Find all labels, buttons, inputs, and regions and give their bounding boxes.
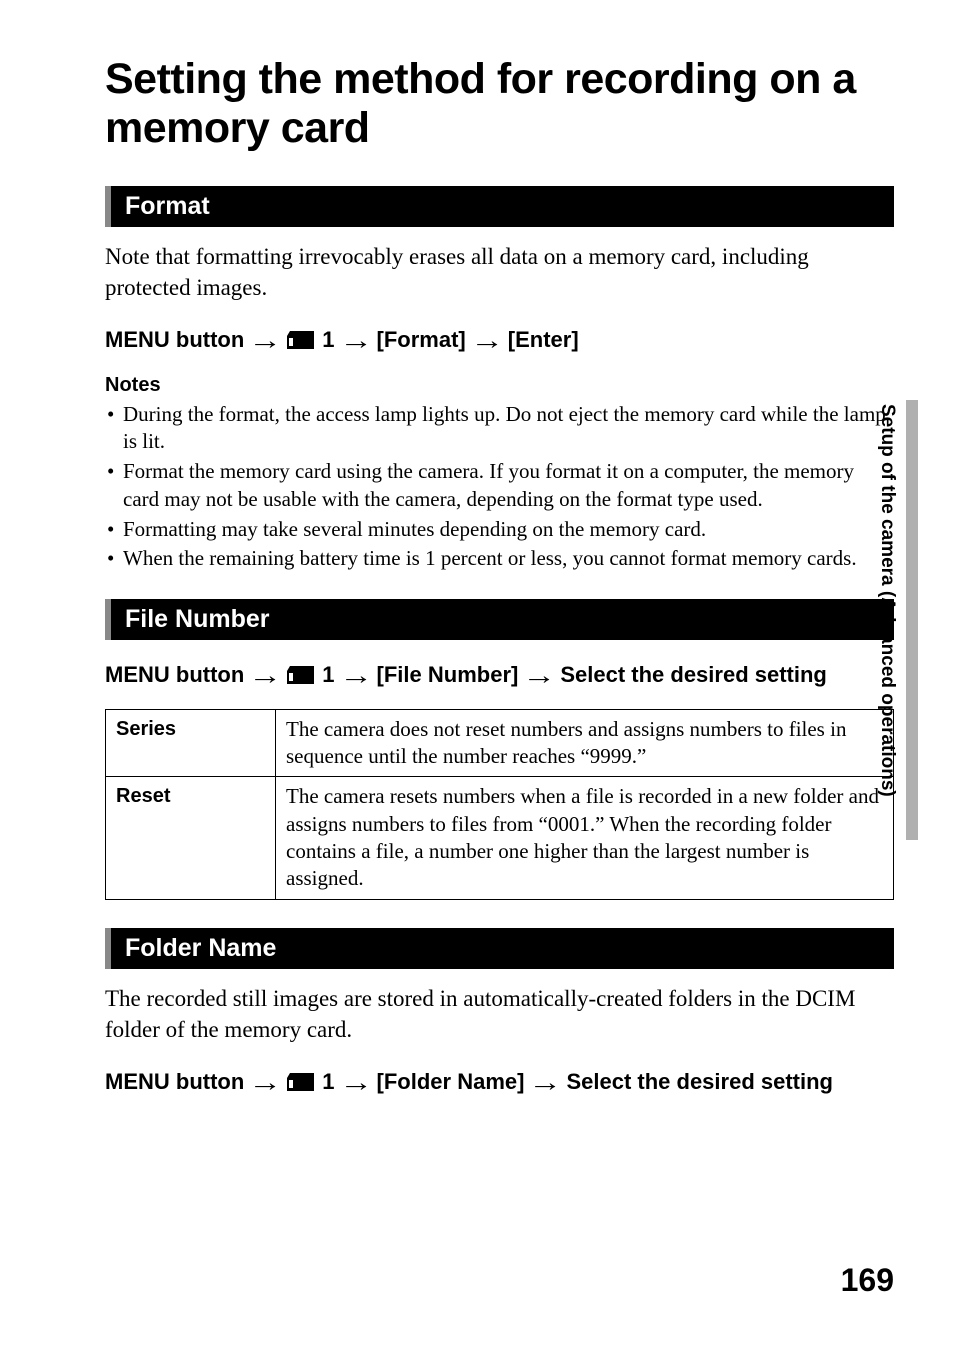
menu-tail: [Enter]: [508, 325, 579, 356]
notes-heading: Notes: [105, 374, 894, 397]
folder-name-body: The recorded still images are stored in …: [105, 983, 894, 1045]
menu-tail: Select the desired setting: [560, 660, 827, 691]
arrow-icon: →: [522, 662, 556, 688]
arrow-icon: →: [339, 327, 373, 353]
section-heading-folder-name: Folder Name: [105, 928, 894, 969]
menu-prefix: MENU button: [105, 325, 244, 356]
table-desc: The camera resets numbers when a file is…: [276, 777, 894, 899]
table-row: Series The camera does not reset numbers…: [106, 709, 894, 777]
note-item: During the format, the access lamp light…: [105, 401, 894, 456]
menu-tail: Select the desired setting: [566, 1067, 833, 1098]
note-item: Formatting may take several minutes depe…: [105, 516, 894, 544]
file-number-table: Series The camera does not reset numbers…: [105, 709, 894, 900]
note-item: Format the memory card using the camera.…: [105, 458, 894, 513]
arrow-icon: →: [470, 327, 504, 353]
menu-num: 1: [322, 1067, 334, 1098]
section-heading-file-number: File Number: [105, 599, 894, 640]
arrow-icon: →: [248, 327, 282, 353]
table-label: Reset: [106, 777, 276, 899]
menu-num: 1: [322, 660, 334, 691]
menu-item: [Folder Name]: [377, 1067, 525, 1098]
memory-card-icon: [286, 665, 316, 685]
note-item: When the remaining battery time is 1 per…: [105, 545, 894, 573]
menu-path-format: MENU button → 1 → [Format] → [Enter]: [105, 325, 894, 356]
section-heading-format: Format: [105, 186, 894, 227]
page-title: Setting the method for recording on a me…: [105, 55, 894, 154]
menu-path-file-number: MENU button → 1 → [File Number] → Select…: [105, 660, 894, 691]
table-row: Reset The camera resets numbers when a f…: [106, 777, 894, 899]
page-number: 169: [841, 1262, 894, 1299]
menu-prefix: MENU button: [105, 660, 244, 691]
arrow-icon: →: [248, 662, 282, 688]
arrow-icon: →: [248, 1069, 282, 1095]
menu-item: [Format]: [377, 325, 466, 356]
arrow-icon: →: [339, 1069, 373, 1095]
table-label: Series: [106, 709, 276, 777]
menu-path-folder-name: MENU button → 1 → [Folder Name] → Select…: [105, 1067, 894, 1098]
menu-item: [File Number]: [377, 660, 519, 691]
arrow-icon: →: [529, 1069, 563, 1095]
side-tab: Setup of the camera (Advanced operations…: [876, 400, 918, 840]
memory-card-icon: [286, 1072, 316, 1092]
menu-num: 1: [322, 325, 334, 356]
menu-prefix: MENU button: [105, 1067, 244, 1098]
table-desc: The camera does not reset numbers and as…: [276, 709, 894, 777]
format-body: Note that formatting irrevocably erases …: [105, 241, 894, 303]
memory-card-icon: [286, 330, 316, 350]
arrow-icon: →: [339, 662, 373, 688]
page-content: Setting the method for recording on a me…: [0, 0, 954, 1156]
notes-list: During the format, the access lamp light…: [105, 401, 894, 573]
